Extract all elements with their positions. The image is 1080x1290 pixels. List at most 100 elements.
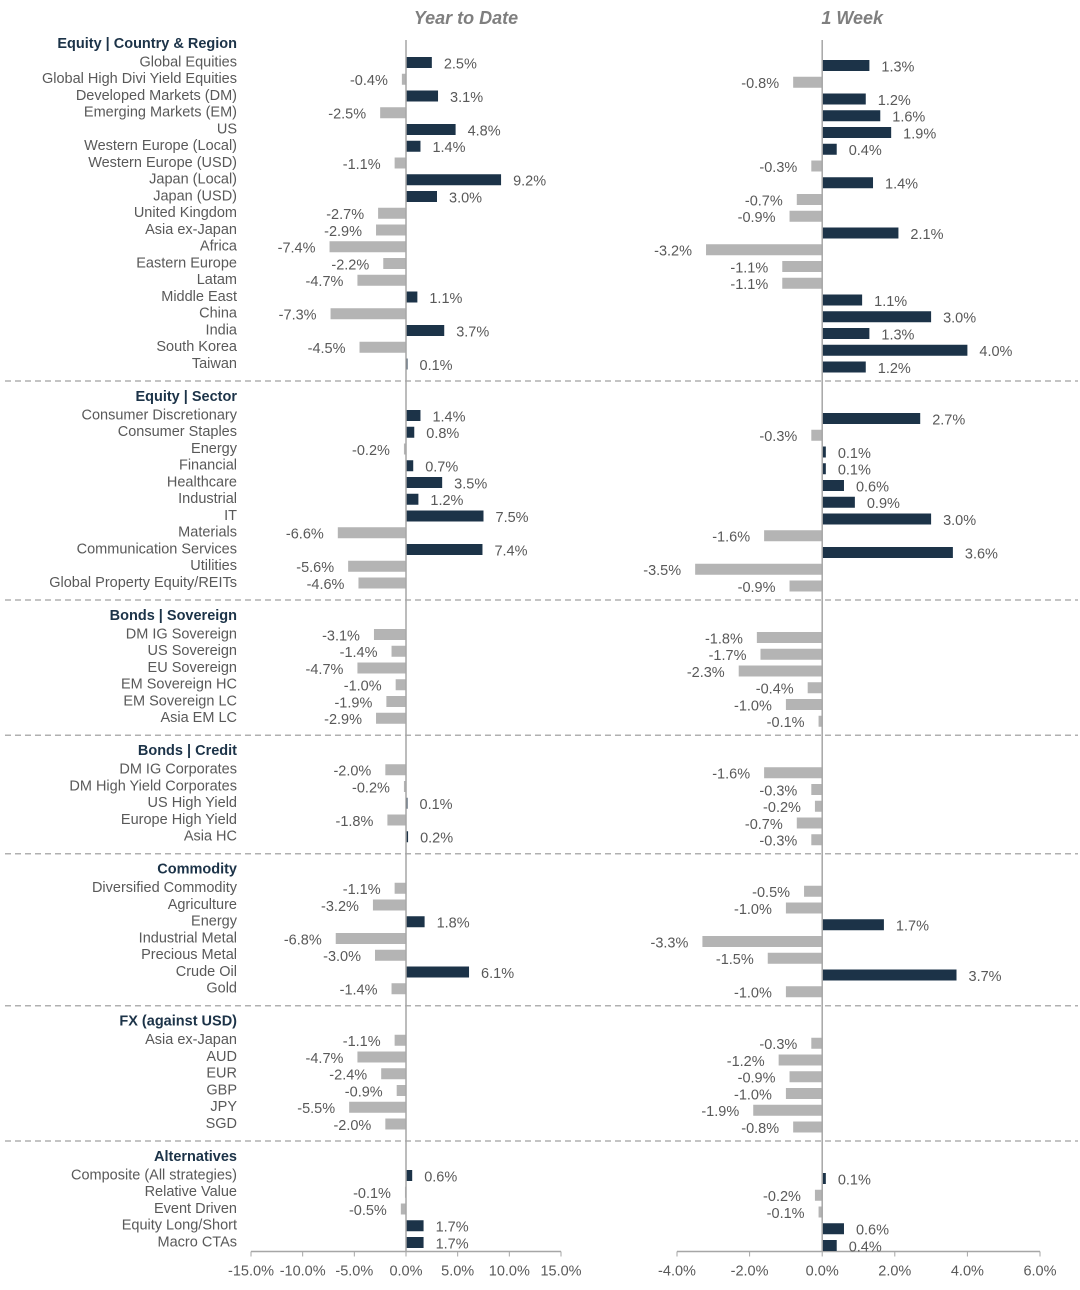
category-label: AUD bbox=[206, 1049, 237, 1065]
value-label: 7.5% bbox=[496, 510, 529, 526]
bar bbox=[349, 1101, 406, 1113]
bar bbox=[822, 1240, 837, 1251]
bar bbox=[818, 1206, 823, 1218]
category-label: GBP bbox=[206, 1082, 237, 1098]
value-label: 1.1% bbox=[429, 291, 462, 307]
bar bbox=[760, 648, 823, 660]
category-label: Industrial bbox=[178, 491, 237, 507]
bar bbox=[378, 207, 406, 219]
category-label: Consumer Staples bbox=[118, 424, 237, 440]
x-tick-label: -5.0% bbox=[335, 1263, 373, 1279]
bar bbox=[822, 1223, 844, 1235]
bar bbox=[822, 143, 837, 155]
bar bbox=[706, 244, 823, 256]
category-label: Event Driven bbox=[154, 1201, 237, 1217]
value-label: 1.3% bbox=[881, 327, 914, 343]
value-label: 4.8% bbox=[468, 123, 501, 139]
value-label: -0.2% bbox=[763, 1189, 801, 1205]
value-label: -2.7% bbox=[326, 207, 364, 223]
value-label: 0.1% bbox=[420, 358, 453, 374]
value-label: 3.6% bbox=[965, 546, 998, 562]
category-label: Global Equities bbox=[139, 54, 237, 70]
x-tick-label: 10.0% bbox=[489, 1263, 530, 1279]
bar bbox=[822, 328, 870, 339]
category-label: US Sovereign bbox=[148, 643, 237, 659]
bar bbox=[796, 194, 823, 205]
value-label: 1.4% bbox=[432, 409, 465, 425]
category-label: US High Yield bbox=[148, 795, 237, 811]
value-label: -3.0% bbox=[323, 949, 361, 965]
value-label: 3.0% bbox=[943, 311, 976, 327]
value-label: -1.5% bbox=[716, 952, 754, 968]
bar bbox=[822, 480, 844, 491]
category-label: Energy bbox=[191, 441, 238, 457]
value-label: -1.9% bbox=[701, 1104, 739, 1120]
bar bbox=[822, 513, 932, 525]
value-label: -0.4% bbox=[350, 73, 388, 89]
category-label: South Korea bbox=[156, 339, 238, 355]
bar bbox=[406, 493, 419, 505]
value-label: 1.7% bbox=[436, 1220, 469, 1236]
bar bbox=[406, 140, 421, 152]
value-label: 7.4% bbox=[494, 543, 527, 559]
bar bbox=[811, 834, 823, 846]
bar bbox=[406, 410, 421, 421]
value-label: 1.4% bbox=[885, 177, 918, 193]
value-label: -2.3% bbox=[687, 665, 725, 681]
value-label: -5.5% bbox=[297, 1101, 335, 1117]
panel-title: 1 Week bbox=[821, 8, 884, 28]
x-tick-label: 6.0% bbox=[1023, 1263, 1056, 1279]
bar bbox=[394, 157, 406, 169]
value-label: -3.3% bbox=[651, 935, 689, 951]
x-tick-label: 15.0% bbox=[540, 1263, 581, 1279]
value-label: -0.2% bbox=[763, 800, 801, 816]
value-label: -0.5% bbox=[752, 885, 790, 901]
bar bbox=[403, 781, 406, 792]
value-label: -0.8% bbox=[741, 1121, 779, 1137]
value-label: 1.9% bbox=[903, 126, 936, 142]
bar bbox=[764, 530, 823, 542]
bar bbox=[381, 1068, 406, 1080]
bar bbox=[394, 1034, 406, 1046]
bar bbox=[406, 191, 437, 202]
value-label: 1.4% bbox=[432, 140, 465, 156]
bar bbox=[406, 1237, 424, 1248]
category-label: Macro CTAs bbox=[158, 1234, 238, 1250]
value-label: -0.2% bbox=[352, 443, 390, 459]
value-label: 1.3% bbox=[881, 59, 914, 75]
value-label: -2.5% bbox=[328, 107, 366, 123]
value-label: -4.6% bbox=[307, 577, 345, 593]
value-label: -3.2% bbox=[654, 244, 692, 260]
category-label: Diversified Commodity bbox=[92, 880, 238, 896]
bar bbox=[357, 1051, 406, 1063]
value-label: 0.1% bbox=[838, 463, 871, 479]
bar bbox=[386, 696, 406, 707]
value-label: -5.6% bbox=[296, 560, 334, 576]
category-label: Asia HC bbox=[184, 829, 237, 845]
bar bbox=[406, 1220, 424, 1232]
category-label: Asia ex-Japan bbox=[145, 1032, 237, 1048]
value-label: -1.1% bbox=[343, 157, 381, 173]
bar bbox=[782, 261, 823, 272]
x-tick-label: 0.0% bbox=[389, 1263, 422, 1279]
bar bbox=[357, 274, 406, 286]
bar bbox=[785, 1088, 823, 1099]
value-label: -1.1% bbox=[730, 260, 768, 276]
category-label: China bbox=[199, 306, 238, 322]
bar bbox=[811, 1037, 823, 1049]
bar bbox=[385, 1118, 406, 1130]
value-label: -6.8% bbox=[284, 932, 322, 948]
bar bbox=[785, 699, 823, 710]
category-label: DM High Yield Corporates bbox=[69, 778, 237, 794]
value-label: -1.1% bbox=[343, 882, 381, 898]
value-label: 1.2% bbox=[878, 361, 911, 377]
value-label: -1.6% bbox=[712, 530, 750, 546]
bar bbox=[738, 665, 823, 677]
category-label: Global Property Equity/REITs bbox=[49, 575, 237, 591]
bar bbox=[406, 966, 470, 978]
bar bbox=[793, 1121, 823, 1133]
bar bbox=[695, 563, 823, 575]
bar bbox=[822, 127, 892, 138]
bar bbox=[406, 916, 425, 928]
